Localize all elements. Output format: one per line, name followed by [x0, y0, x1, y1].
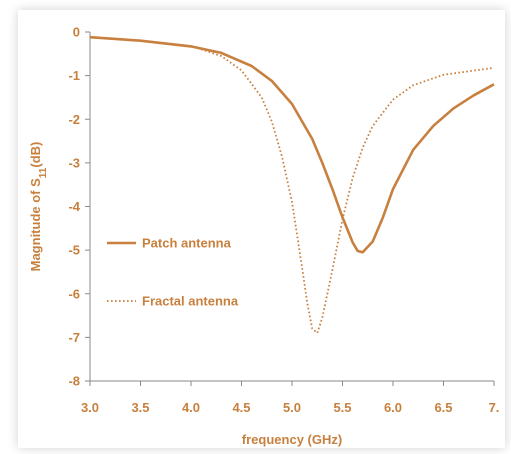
y-tick-label: -6: [68, 286, 80, 301]
y-tick-label: -2: [68, 112, 80, 127]
x-tick-label: 3.5: [131, 400, 149, 415]
y-tick-label: 0: [73, 25, 80, 40]
legend-label: Patch antenna: [142, 236, 232, 251]
x-axis-title: frequency (GHz): [242, 432, 342, 447]
y-tick-label: -1: [68, 68, 80, 83]
legend-label: Fractal antenna: [142, 294, 239, 309]
x-tick-label: 6.0: [384, 400, 402, 415]
patch-antenna-line: [89, 35, 495, 254]
y-tick-label: -4: [68, 199, 80, 214]
y-tick-label: -3: [68, 155, 80, 170]
x-tick-label: 3.0: [81, 400, 99, 415]
x-tick-label: 5.5: [333, 400, 351, 415]
x-tick-label: 7.: [489, 400, 500, 415]
x-tick-label: 4.0: [182, 400, 200, 415]
y-tick-label: -7: [68, 330, 80, 345]
y-axis-title: Magnitude of S11(dB): [28, 142, 49, 272]
x-tick-label: 5.0: [283, 400, 301, 415]
x-tick-label: 6.5: [434, 400, 452, 415]
y-tick-label: -8: [68, 374, 80, 389]
chart-panel: 0 -1 -2 -3 -4 -5 -6 -7 -8 3.0 3.5 4.0 4.5 5.0 5.5 6.0 6.…: [18, 10, 505, 448]
fractal-antenna-line: [89, 36, 495, 334]
x-tick-label: 4.5: [232, 400, 250, 415]
y-tick-label: -5: [68, 243, 80, 258]
s11-line-chart: 0 -1 -2 -3 -4 -5 -6 -7 -83.0 3.5 4.0 4.5 5.0 5.5 6.0 6.…: [28, 25, 500, 448]
